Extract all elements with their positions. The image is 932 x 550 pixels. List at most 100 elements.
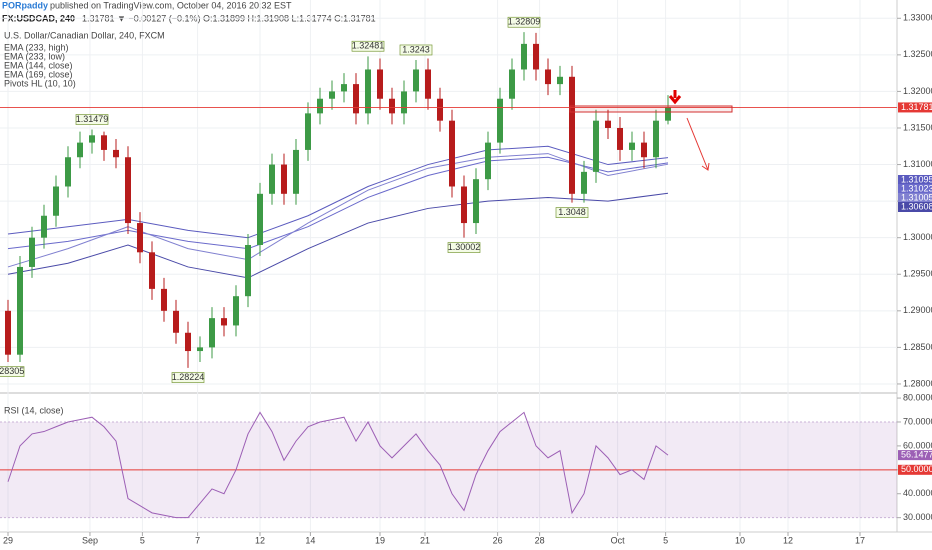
candle-body bbox=[353, 84, 359, 114]
candle-body bbox=[53, 186, 59, 216]
candle-body bbox=[593, 120, 599, 172]
x-tick-label: Oct bbox=[611, 535, 626, 545]
candle-body bbox=[173, 310, 179, 333]
y-tick-label: 1.33000 bbox=[903, 13, 932, 23]
candle-body bbox=[245, 245, 251, 297]
x-tick-label: 12 bbox=[783, 535, 793, 545]
candle-body bbox=[125, 157, 131, 224]
candle-body bbox=[665, 107, 671, 121]
candle-body bbox=[497, 98, 503, 143]
candle-body bbox=[89, 135, 95, 143]
ema-line bbox=[7, 145, 669, 239]
pivot-label: 1.32809 bbox=[508, 17, 541, 27]
ema-value-label: 1.31023 bbox=[901, 183, 932, 193]
candle-body bbox=[641, 142, 647, 158]
candle-body bbox=[329, 91, 335, 99]
pivot-box bbox=[75, 114, 109, 125]
x-tick-label: Sep bbox=[82, 535, 98, 545]
rsi-line bbox=[7, 411, 669, 519]
y-tick-label: 70.0000 bbox=[903, 416, 932, 426]
y-tick-label: 1.32000 bbox=[903, 86, 932, 96]
legend-entry: EMA (169, close) bbox=[4, 69, 73, 79]
ema-value-label: 1.31005 bbox=[901, 192, 932, 202]
candle-body bbox=[485, 142, 491, 180]
y-tick-label: 1.29500 bbox=[903, 269, 932, 279]
author[interactable]: PORpaddy bbox=[2, 0, 48, 10]
candle-body bbox=[605, 120, 611, 128]
pivot-label: 1.3243 bbox=[402, 44, 430, 54]
ema-line bbox=[7, 153, 669, 268]
candle-body bbox=[101, 135, 107, 150]
candle-body bbox=[185, 332, 191, 352]
legend-entry: EMA (144, close) bbox=[4, 60, 73, 70]
forecast-arrow[interactable] bbox=[686, 117, 710, 171]
pivot-label: 1.31479 bbox=[76, 114, 109, 124]
candle-body bbox=[449, 120, 455, 187]
pivot-label: 1.28305 bbox=[0, 366, 24, 376]
candle-body bbox=[341, 84, 347, 92]
candle-body bbox=[401, 91, 407, 114]
candle-body bbox=[377, 69, 383, 99]
x-tick-label: 14 bbox=[305, 535, 315, 545]
ema-value-box bbox=[898, 184, 932, 194]
candle-body bbox=[65, 157, 71, 187]
candle-body bbox=[545, 69, 551, 85]
legend-title: U.S. Dollar/Canadian Dollar, 240, FXCM bbox=[4, 30, 165, 40]
resistance-box[interactable] bbox=[569, 105, 733, 113]
x-tick-label: 26 bbox=[493, 535, 503, 545]
candle-body bbox=[269, 164, 275, 194]
candle-body bbox=[17, 266, 23, 355]
candle-body bbox=[293, 149, 299, 194]
x-tick-label: 5 bbox=[663, 535, 668, 545]
candle-body bbox=[569, 76, 575, 194]
candle-body bbox=[473, 179, 479, 224]
ema-value-box bbox=[898, 202, 932, 212]
published: published on TradingView.com, October 04… bbox=[50, 0, 292, 10]
pivot-label: 1.3048 bbox=[558, 207, 586, 217]
pivot-box bbox=[171, 372, 205, 383]
x-tick-label: 29 bbox=[3, 535, 13, 545]
x-tick-label: 28 bbox=[535, 535, 545, 545]
ema-line bbox=[7, 156, 669, 250]
pivot-box bbox=[0, 366, 25, 377]
y-tick-label: 40.0000 bbox=[903, 488, 932, 498]
candle-body bbox=[77, 142, 83, 158]
y-tick-label: 80.0000 bbox=[903, 392, 932, 402]
candle-body bbox=[149, 252, 155, 289]
candle-body bbox=[113, 149, 119, 158]
ema-value-box bbox=[898, 193, 932, 203]
rsi-title: RSI (14, close) bbox=[4, 405, 64, 415]
reference-box bbox=[898, 464, 932, 475]
y-tick-label: 60.0000 bbox=[903, 440, 932, 450]
candle-body bbox=[413, 69, 419, 92]
x-tick-label: 17 bbox=[855, 535, 865, 545]
ema-value-label: 1.30608 bbox=[901, 201, 932, 211]
y-tick-label: 1.28000 bbox=[903, 378, 932, 388]
pivot-box bbox=[507, 16, 541, 28]
legend-pivots: Pivots HL (10, 10) bbox=[4, 78, 76, 88]
pivot-label: 1.30002 bbox=[448, 242, 481, 252]
candle-body bbox=[653, 120, 659, 158]
x-tick-label: 10 bbox=[735, 535, 745, 545]
candle-body bbox=[509, 69, 515, 99]
legend-entry: EMA (233, low) bbox=[4, 51, 65, 61]
y-tick-label: 30.0000 bbox=[903, 512, 932, 522]
y-tick-label: 1.30000 bbox=[903, 232, 932, 242]
ema-value-label: 1.31095 bbox=[901, 174, 932, 184]
candle-body bbox=[581, 171, 587, 194]
candle-body bbox=[317, 98, 323, 114]
candle-body bbox=[281, 164, 287, 194]
pivot-box bbox=[399, 44, 433, 56]
y-tick-label: 1.32500 bbox=[903, 49, 932, 59]
pivot-box bbox=[351, 40, 385, 52]
down-arrow[interactable] bbox=[668, 90, 682, 105]
ema-value-box bbox=[898, 175, 932, 185]
rsi-value-box bbox=[898, 450, 932, 461]
candle-body bbox=[161, 288, 167, 311]
x-tick-label: 21 bbox=[420, 535, 430, 545]
candle-body bbox=[137, 223, 143, 253]
candle-body bbox=[557, 76, 563, 85]
candle-body bbox=[5, 310, 11, 355]
